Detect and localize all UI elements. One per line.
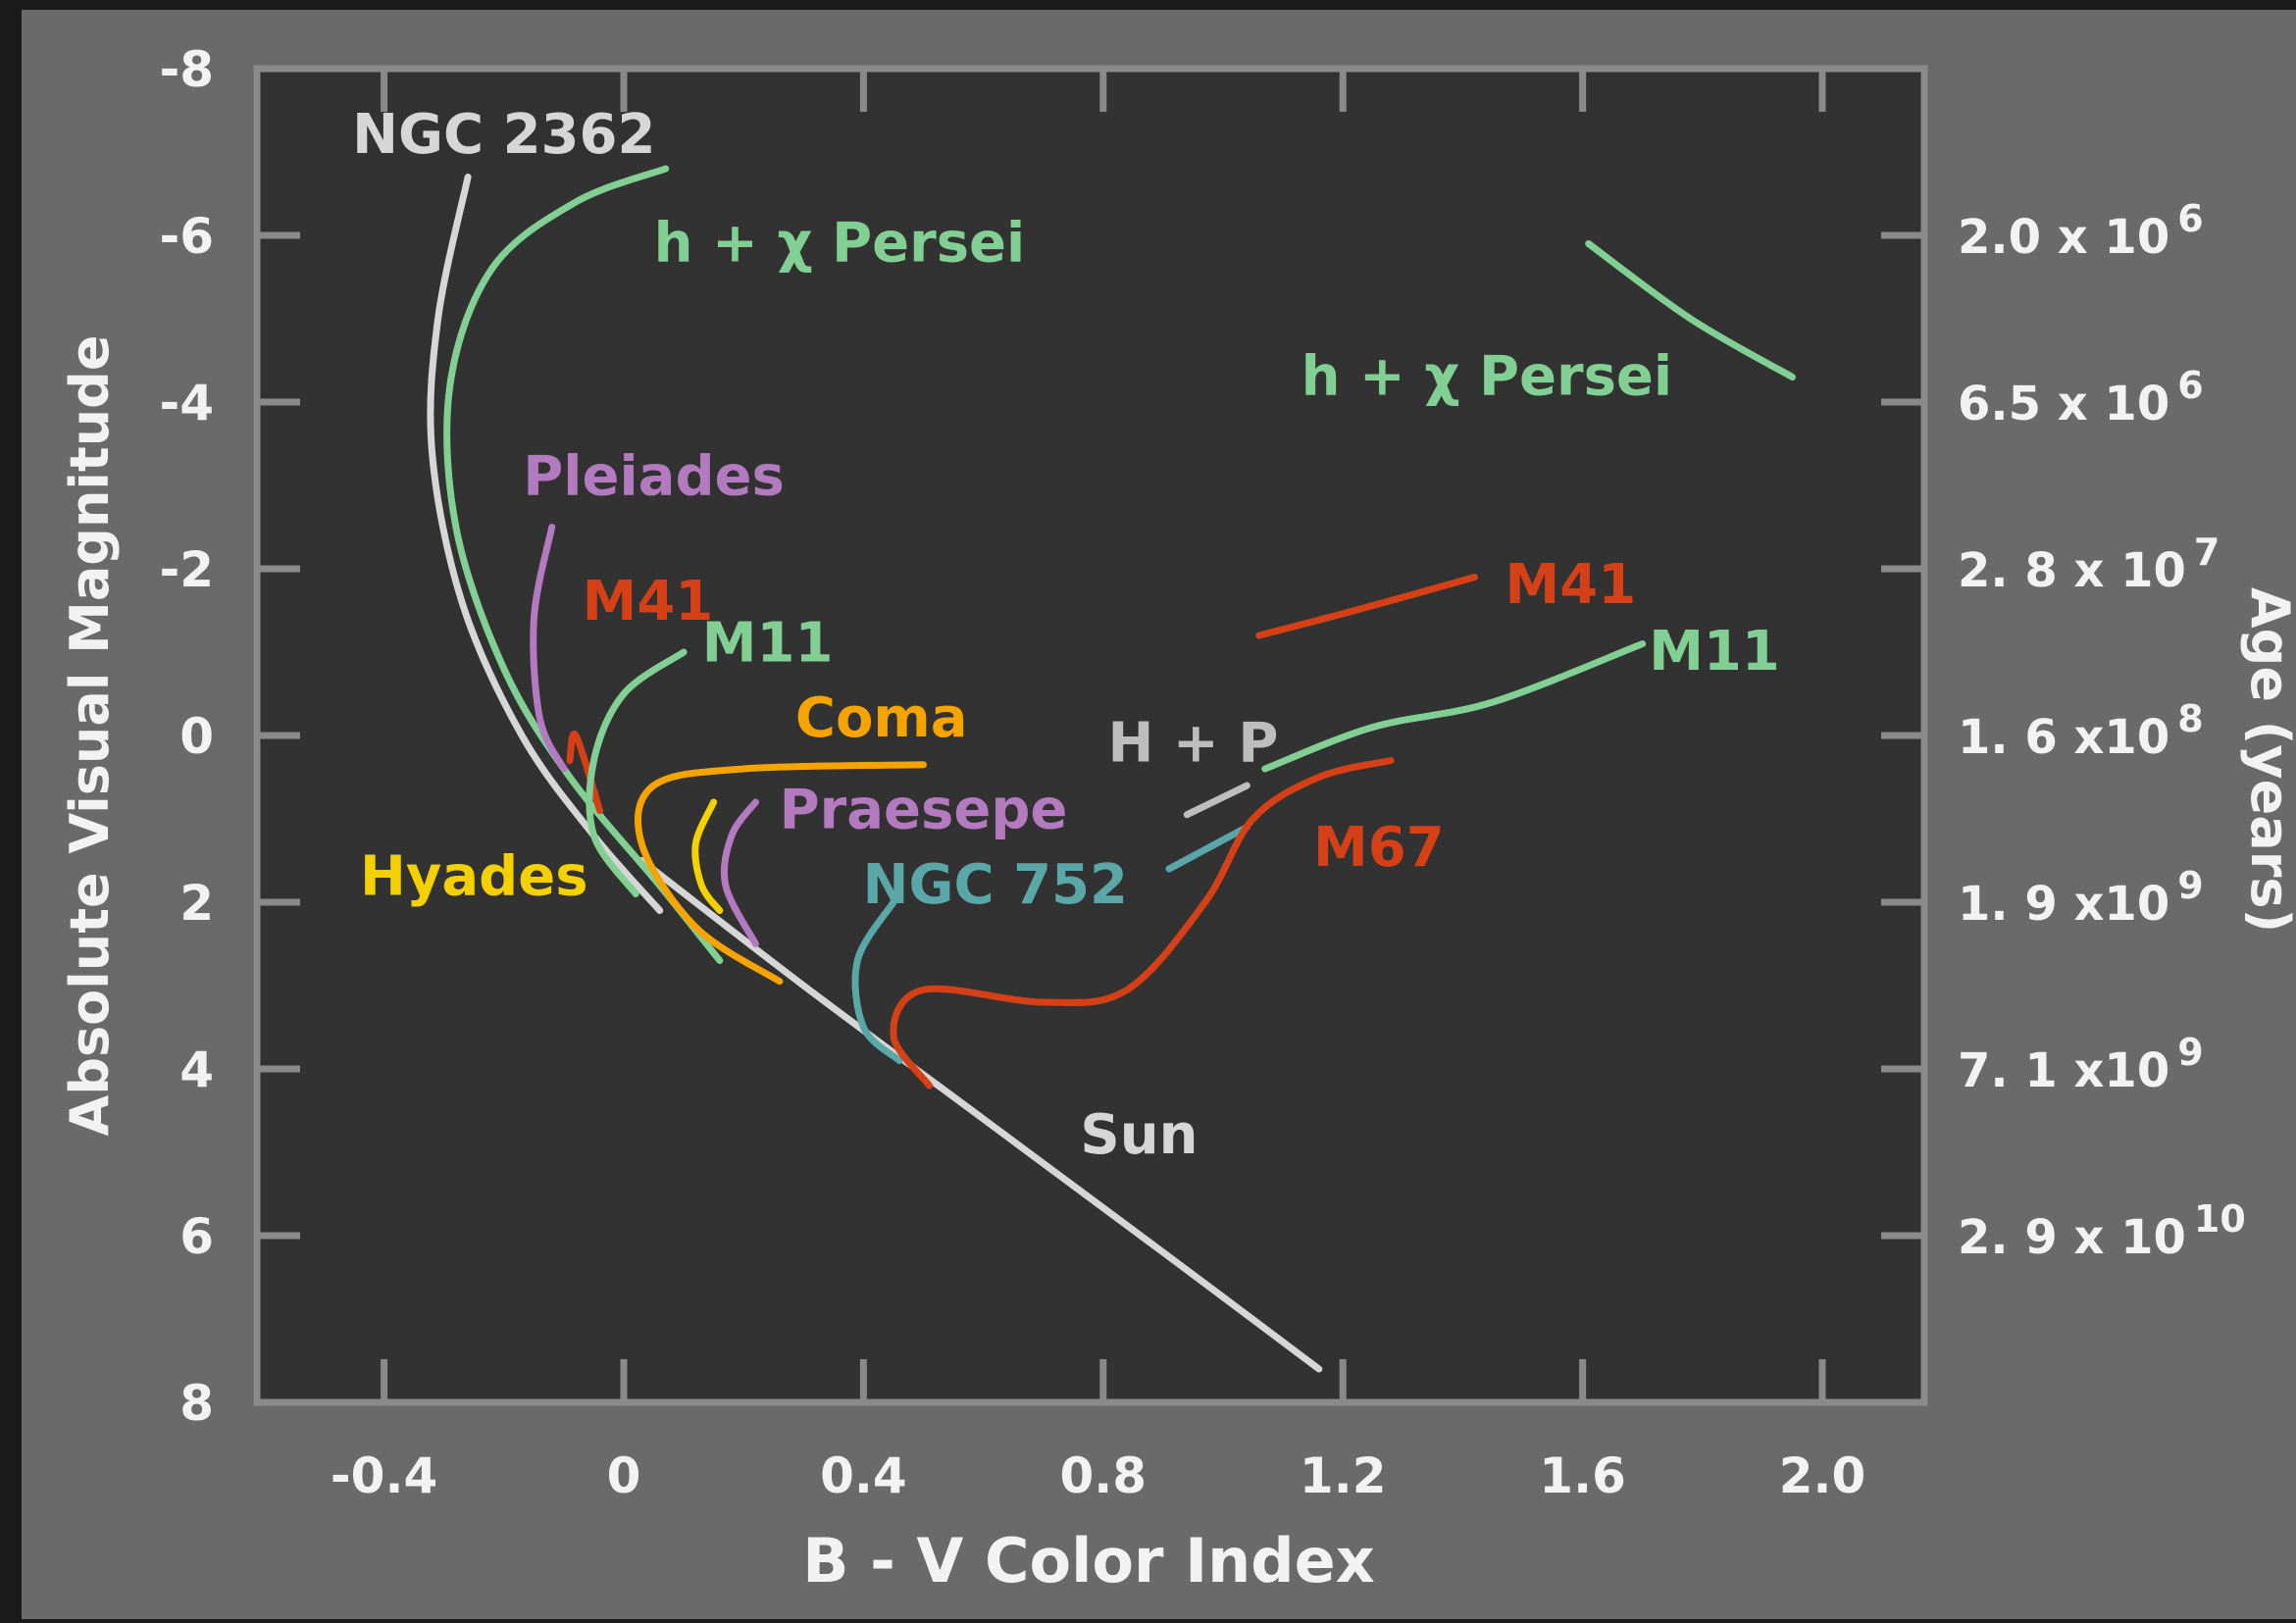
tick-layer: -0.4 0 0.4 0.8 1.2 1.6 2.0 -8 -6 -4 -2 0 2 4 6 8 2.0 x 1… <box>159 41 2245 1504</box>
age-tick-exponent: 6 <box>2177 197 2203 240</box>
x-tick-label: 0 <box>607 1447 641 1504</box>
series-m67 <box>890 757 1395 1090</box>
y-tick-label: 0 <box>179 708 214 765</box>
y-tick-label: -4 <box>159 375 214 431</box>
x-tick-label: 0.4 <box>820 1447 907 1504</box>
age-tick-mantissa: 6.5 x 10 <box>1958 377 2169 431</box>
series-h-chi-persei <box>443 165 724 964</box>
age-tick-mantissa: 1. 9 x10 <box>1958 877 2169 932</box>
annotation-label: M41 <box>583 570 714 634</box>
annotation-label: h + χ Persei <box>1301 345 1673 409</box>
label-layer: NGC 2362 h + χ Persei h + χ Persei Pleiades… <box>352 103 1780 1167</box>
series-h-chi-persei-giants <box>1585 240 1796 380</box>
annotation-label: M41 <box>1505 553 1637 617</box>
x-tick-label: -0.4 <box>331 1447 437 1504</box>
age-tick-mantissa: 2. 9 x 10 <box>1958 1210 2186 1265</box>
age-tick-mantissa: 2.0 x 10 <box>1958 210 2169 265</box>
x-tick-label: 0.8 <box>1060 1447 1148 1504</box>
y-tick-label: 4 <box>179 1041 214 1098</box>
age-tick-mantissa: 7. 1 x10 <box>1958 1043 2169 1098</box>
series-pleiades <box>530 524 568 773</box>
y-axis-title: Absolute Visual Magnitude <box>59 335 121 1137</box>
age-tick-mantissa: 2. 8 x 10 <box>1958 543 2186 598</box>
annotation-label: M11 <box>702 612 834 676</box>
series-m41-giants <box>1255 574 1479 639</box>
annotation-label: H + P <box>1108 712 1279 776</box>
series-coma <box>634 761 927 986</box>
annotation-label: M67 <box>1313 816 1445 880</box>
series-m41 <box>566 730 604 814</box>
age-tick-exponent: 7 <box>2194 531 2219 574</box>
age-tick-exponent: 8 <box>2177 697 2203 740</box>
x-axis-title: B - V Color Index <box>802 1525 1374 1597</box>
age-tick-mantissa: 1. 6 x10 <box>1958 710 2169 765</box>
annotation-label: h + χ Persei <box>654 212 1026 276</box>
age-axis-title: Age (years) <box>2239 587 2296 933</box>
annotation-label: NGC 752 <box>863 853 1128 917</box>
series-sun-main-sequence <box>638 857 1323 1373</box>
series-m11 <box>586 648 688 897</box>
annotation-label: NGC 2362 <box>352 103 655 167</box>
series-praesepe <box>720 798 759 947</box>
series-h-plus-p <box>1183 782 1250 819</box>
x-tick-label: 1.2 <box>1300 1447 1387 1504</box>
age-tick-exponent: 9 <box>2177 864 2203 907</box>
y-tick-label: -2 <box>159 541 214 598</box>
annotation-label: Hyades <box>360 845 588 909</box>
y-tick-label: 2 <box>179 875 214 932</box>
y-tick-label: -6 <box>159 208 214 265</box>
x-tick-label: 1.6 <box>1539 1447 1626 1504</box>
age-tick-exponent: 10 <box>2194 1197 2246 1241</box>
y-tick-label: -8 <box>159 41 214 98</box>
y-tick-label: 8 <box>179 1375 214 1432</box>
age-tick-exponent: 6 <box>2177 364 2203 407</box>
age-tick-label: 2. 9 x 10 10 <box>1958 1197 2246 1265</box>
age-tick-label: 2. 8 x 10 7 <box>1958 531 2219 598</box>
age-tick-label: 6.5 x 10 6 <box>1958 364 2204 431</box>
series-m11-giants <box>1261 640 1647 773</box>
series-ngc752 <box>851 898 903 1064</box>
y-tick-label: 6 <box>179 1208 214 1265</box>
x-tick-label: 2.0 <box>1779 1447 1866 1504</box>
age-tick-label: 2.0 x 10 6 <box>1958 197 2204 265</box>
age-tick-label: 1. 9 x10 9 <box>1958 864 2204 932</box>
series-hyades <box>691 798 724 914</box>
annotation-label: M11 <box>1649 620 1780 684</box>
age-tick-label: 7. 1 x10 9 <box>1958 1031 2204 1098</box>
age-tick-exponent: 9 <box>2177 1031 2203 1074</box>
age-tick-label: 1. 6 x10 8 <box>1958 697 2204 765</box>
annotation-label: Coma <box>795 686 968 750</box>
annotation-label: Praesepe <box>780 779 1068 842</box>
annotation-label: Pleiades <box>523 445 785 509</box>
annotation-label: Sun <box>1080 1103 1198 1167</box>
series-layer <box>427 165 1796 1373</box>
